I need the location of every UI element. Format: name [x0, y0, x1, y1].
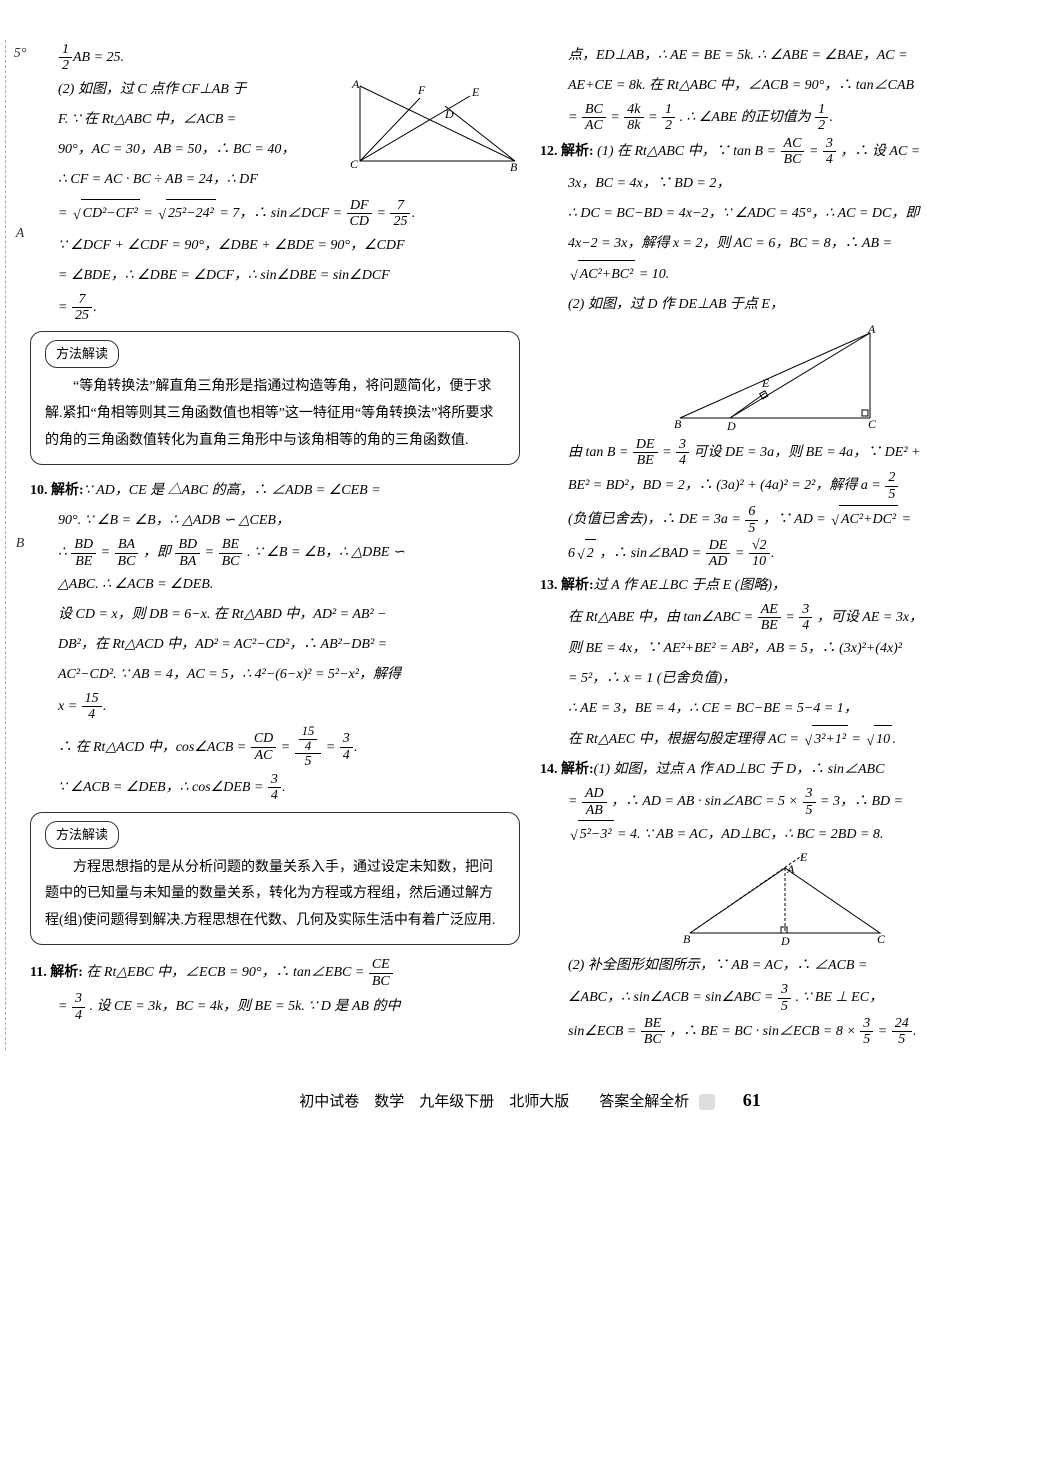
text-line: = 725. [30, 292, 520, 324]
text-line: (负值已舍去)，∴ DE = 3a = 65 ，∵ AD = AC²+DC² = [540, 504, 1030, 536]
text-line: = ∠BDE，∴ ∠DBE = ∠DCF，∴ sin∠DBE = sin∠DCF [30, 262, 520, 290]
text-line: DB²，在 Rt△ACD 中，AD² = AC²−CD²，∴ AB²−DB² = [30, 631, 520, 659]
right-column: 点，ED⊥AB，∴ AE = BE = 5k. ∴ ∠ABE = ∠BAE，AC… [540, 40, 1030, 1050]
text-line: AE+CE = 8k. 在 Rt△ABC 中，∠ACB = 90°，∴ tan∠… [540, 72, 1030, 100]
text-line: (2) 如图，过 D 作 DE⊥AB 于点 E， [540, 291, 1030, 319]
text-line: AC²−CD². ∵ AB = 4，AC = 5，∴ 4²−(6−x)² = 5… [30, 661, 520, 689]
text-line: 则 BE = 4x，∵ AE²+BE² = AB²，AB = 5，∴ (3x)²… [540, 635, 1030, 663]
text-line: = ADAB ，∴ AD = AB · sin∠ABC = 5 × 35 = 3… [540, 786, 1030, 818]
text-line: 在 Rt△ABE 中，由 tan∠ABC = AEBE = 34 ，可设 AE … [540, 602, 1030, 634]
svg-text:E: E [471, 85, 480, 99]
text-line: 5²−3² = 4. ∵ AB = AC，AD⊥BC，∴ BC = 2BD = … [540, 820, 1030, 849]
margin-fragment: 5° [10, 40, 30, 68]
text-line: ∴ AE = 3，BE = 4，∴ CE = BC−BE = 5−4 = 1， [540, 695, 1030, 723]
problem-11: 11. 解析: 在 Rt△EBC 中，∠ECB = 90°，∴ tan∠EBC … [30, 957, 520, 989]
svg-text:C: C [877, 932, 886, 946]
text-line: ∠ABC，∴ sin∠ACB = sin∠ABC = 35 . ∵ BE ⊥ E… [540, 982, 1030, 1014]
figure-9-triangle: A F E D C B [350, 76, 520, 171]
text-line: 3x，BC = 4x，∵ BD = 2， [540, 170, 1030, 198]
problem-12: 12. 解析: (1) 在 Rt△ABC 中，∵ tan B = ACBC = … [540, 136, 1030, 168]
page-footer: 初中试卷 数学 九年级下册 北师大版 答案全解全析 61 [30, 1074, 1030, 1122]
text-line: = BCAC = 4k8k = 12 . ∴ ∠ABE 的正切值为 12. [540, 102, 1030, 134]
svg-text:C: C [868, 417, 877, 431]
text-line: 90°. ∵ ∠B = ∠B，∴ △ADB ∽ △CEB， [30, 507, 520, 535]
text-line: = 5²，∴ x = 1 (已舍负值)， [540, 665, 1030, 693]
svg-text:D: D [780, 934, 790, 948]
svg-text:D: D [444, 107, 454, 121]
figure-12-triangle: A E B D C [670, 323, 900, 433]
figure-14-triangle: E A B D C [675, 853, 895, 948]
svg-text:B: B [683, 932, 691, 946]
text-line: sin∠ECB = BEBC ，∴ BE = BC · sin∠ECB = 8 … [540, 1016, 1030, 1048]
problem-10: 10. 解析:∵ AD，CE 是 △ABC 的高，∴ ∠ADB = ∠CEB = [30, 477, 520, 505]
text-line: ∴ 在 Rt△ACD 中，cos∠ACB = CDAC = 1545 = 34. [30, 725, 520, 770]
hint-title: 方法解读 [45, 821, 119, 849]
text-line: 由 tan B = DEBE = 34 可设 DE = 3a，则 BE = 4a… [540, 437, 1030, 469]
text-line: ∵ ∠DCF + ∠CDF = 90°，∠DBE + ∠BDE = 90°，∠C… [30, 232, 520, 260]
svg-text:D: D [726, 419, 736, 433]
text-line: △ABC. ∴ ∠ACB = ∠DEB. [30, 571, 520, 599]
svg-text:F: F [417, 83, 426, 97]
page-number: 61 [743, 1090, 761, 1110]
text-line: 设 CD = x，则 DB = 6−x. 在 Rt△ABD 中，AD² = AB… [30, 601, 520, 629]
problem-9-cont: 12AB = 25. [30, 42, 520, 74]
text-line: = 34 . 设 CE = 3k，BC = 4k，则 BE = 5k. ∵ D … [30, 991, 520, 1023]
text-line: = CD²−CF² = 25²−24² = 7，∴ sin∠DCF = DFCD… [30, 198, 520, 230]
footer-text: 初中试卷 数学 九年级下册 北师大版 答案全解全析 [299, 1094, 689, 1110]
text-line: ∴ BDBE = BABC ，即 BDBA = BEBC . ∵ ∠B = ∠B… [30, 537, 520, 569]
svg-text:A: A [351, 77, 360, 91]
svg-text:B: B [510, 160, 518, 171]
hint-title: 方法解读 [45, 340, 119, 368]
problem-14: 14. 解析:(1) 如图，过点 A 作 AD⊥BC 于 D，∴ sin∠ABC [540, 756, 1030, 784]
text-line: 62 ，∴ sin∠BAD = DEAD = √210. [540, 538, 1030, 570]
text-line: AC²+BC² = 10. [540, 260, 1030, 289]
svg-text:E: E [799, 853, 808, 864]
margin-fragment: B [10, 530, 30, 558]
text-line: 在 Rt△AEC 中，根据勾股定理得 AC = 3²+1² = 10. [540, 725, 1030, 754]
hint-text: 方程思想指的是从分析问题的数量关系入手，通过设定未知数，把问题中的已知量与未知量… [45, 855, 505, 935]
svg-text:A: A [786, 862, 795, 876]
svg-text:A: A [867, 323, 876, 336]
svg-text:B: B [674, 417, 682, 431]
text-line: 4x−2 = 3x，解得 x = 2，则 AC = 6，BC = 8，∴ AB … [540, 230, 1030, 258]
text-line: 点，ED⊥AB，∴ AE = BE = 5k. ∴ ∠ABE = ∠BAE，AC… [540, 42, 1030, 70]
footer-icon [699, 1094, 715, 1110]
margin-fragment: A [10, 220, 30, 248]
left-column: 5° A B 12AB = 25. A F E D C B (2) 如图，过 C… [30, 40, 520, 1050]
problem-13: 13. 解析:过 A 作 AE⊥BC 于点 E (图略)， [540, 572, 1030, 600]
text-line: x = 154. [30, 691, 520, 723]
text-line: BE² = BD²，BD = 2，∴ (3a)² + (4a)² = 2²，解得… [540, 470, 1030, 502]
method-hint-box-2: 方法解读 方程思想指的是从分析问题的数量关系入手，通过设定未知数，把问题中的已知… [30, 812, 520, 946]
text-line: (2) 补全图形如图所示，∵ AB = AC，∴ ∠ACB = [540, 952, 1030, 980]
svg-text:C: C [350, 157, 359, 171]
text-line: ∴ DC = BC−BD = 4x−2，∵ ∠ADC = 45°，∴ AC = … [540, 200, 1030, 228]
hint-text: “等角转换法”解直角三角形是指通过构造等角，将问题简化，便于求解.紧扣“角相等则… [45, 374, 505, 454]
method-hint-box-1: 方法解读 “等角转换法”解直角三角形是指通过构造等角，将问题简化，便于求解.紧扣… [30, 331, 520, 465]
svg-text:E: E [761, 376, 770, 390]
text-line: ∵ ∠ACB = ∠DEB，∴ cos∠DEB = 34. [30, 772, 520, 804]
